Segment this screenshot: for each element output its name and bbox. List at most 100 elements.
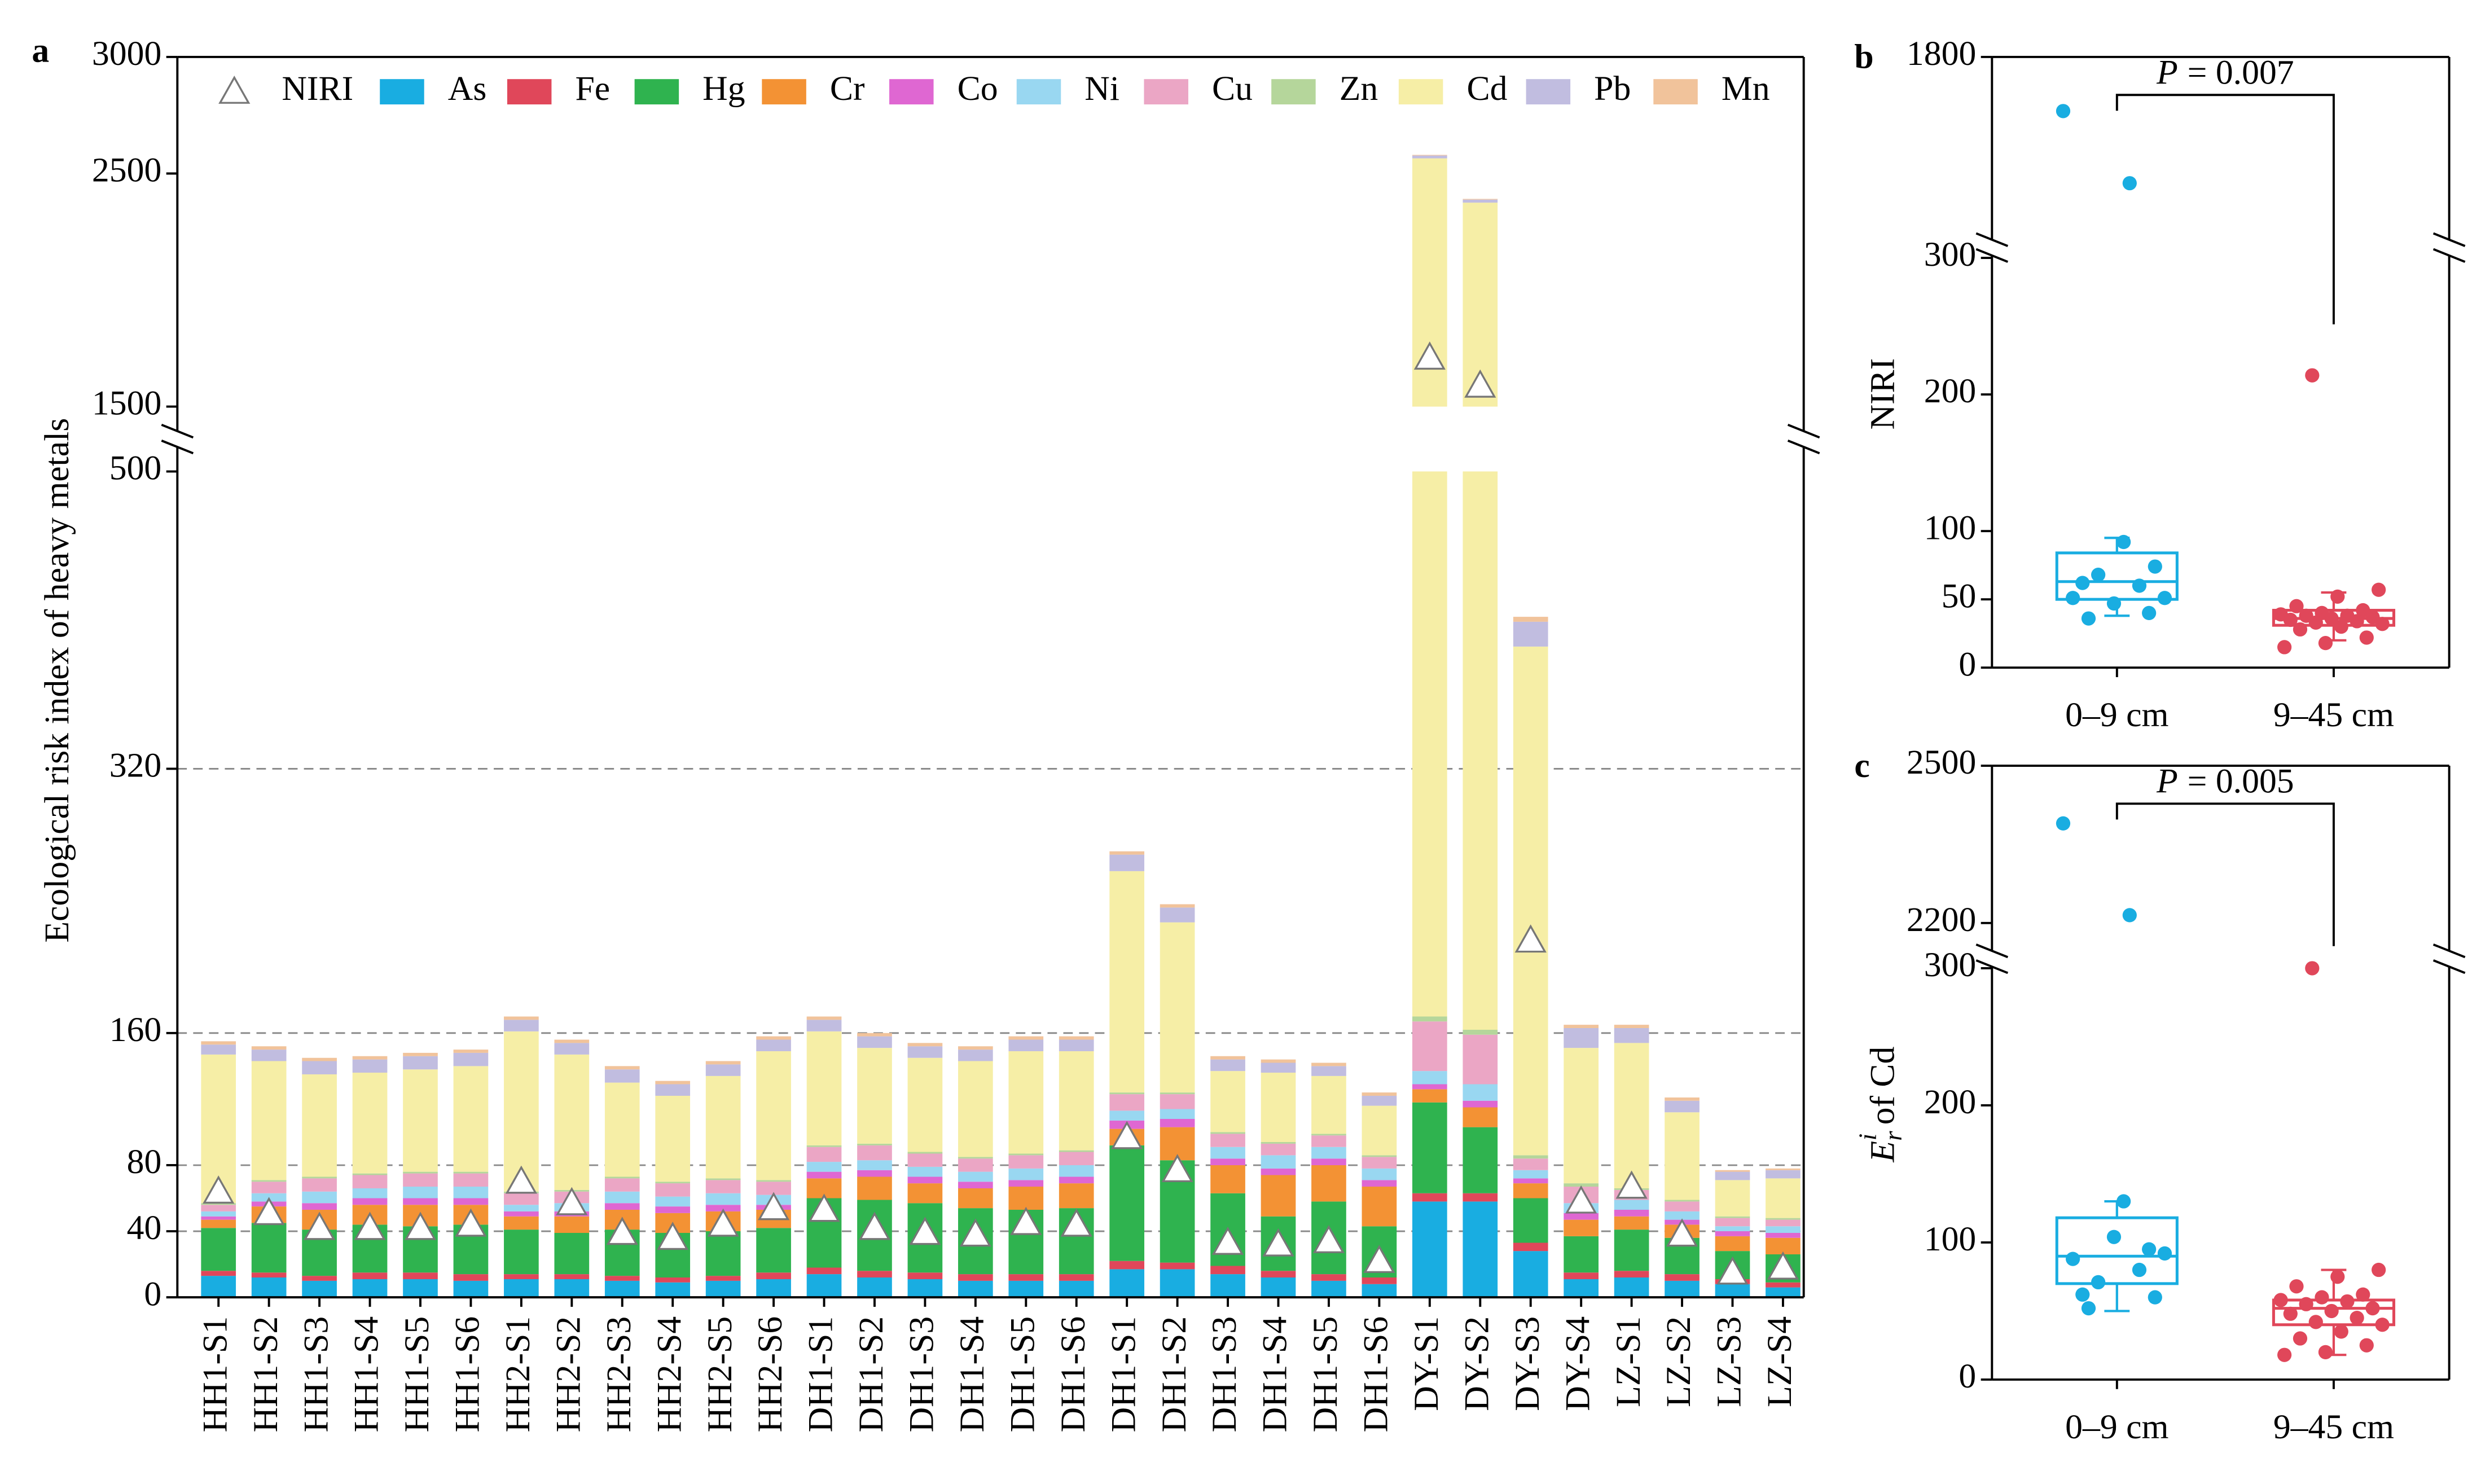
data-point <box>2273 1293 2288 1307</box>
y-tick-label: 1500 <box>92 384 161 423</box>
bar-segment <box>1059 1165 1094 1177</box>
axis-break-gap <box>1788 431 1820 447</box>
x-tick-label: DH1-S4 <box>1256 1316 1294 1433</box>
data-point <box>2075 1287 2090 1302</box>
niri-marker <box>354 1211 386 1240</box>
axis-break <box>1975 232 2009 247</box>
bar-segment <box>201 1211 236 1217</box>
bar-segment <box>1564 1213 1599 1220</box>
bar-segment <box>1665 1100 1700 1113</box>
bar-segment <box>201 1041 236 1045</box>
axis-break <box>161 424 194 439</box>
bar-segment <box>1008 1039 1044 1051</box>
bar-segment <box>453 1198 489 1205</box>
bar-segment <box>1614 1277 1649 1298</box>
bar-segment <box>1261 1155 1296 1169</box>
bar-segment <box>251 1223 287 1273</box>
x-tick-label: HH2-S5 <box>701 1316 739 1433</box>
niri-marker <box>757 1192 790 1220</box>
x-tick-label: DH1-S2 <box>852 1316 890 1433</box>
bar-segment <box>302 1280 337 1298</box>
bar-segment <box>1362 1284 1397 1298</box>
bar-segment <box>1665 1237 1700 1275</box>
niri-marker <box>404 1211 437 1240</box>
bar-segment <box>756 1051 791 1180</box>
x-tick-label: DH1-S3 <box>1205 1316 1244 1433</box>
p-text: = 0.007 <box>2188 54 2294 92</box>
bar-segment <box>705 1231 741 1276</box>
x-tick-label: DH1-S6 <box>1054 1316 1092 1433</box>
data-point <box>2122 908 2137 923</box>
legend-swatch <box>1526 79 1571 105</box>
bar-segment <box>907 1183 943 1204</box>
bar-segment <box>1210 1165 1245 1193</box>
bar-segment <box>958 1050 993 1061</box>
bar-segment <box>251 1046 287 1050</box>
x-tick-label: HH2-S6 <box>751 1316 789 1433</box>
data-point <box>2308 615 2323 630</box>
bar-segment <box>907 1272 943 1279</box>
niri-marker <box>1514 924 1547 953</box>
bar-segment <box>907 1279 943 1298</box>
x-tick-label: 9–45 cm <box>2273 1408 2394 1446</box>
bar-segment <box>1059 1274 1094 1281</box>
bar-segment <box>504 1211 539 1217</box>
bar-segment <box>1665 1112 1700 1200</box>
data-point <box>2157 591 2172 605</box>
niri-marker <box>606 1217 638 1245</box>
panel-label: b <box>1854 38 1873 76</box>
legend-label: Fe <box>575 69 610 108</box>
bar-segment <box>1463 1107 1498 1127</box>
bar-segment <box>655 1183 691 1197</box>
data-point <box>2148 559 2162 574</box>
niri-marker <box>909 1217 941 1245</box>
bar-segment <box>756 1279 791 1298</box>
y-tick-label: 500 <box>109 449 162 488</box>
bar-segment <box>251 1061 287 1180</box>
bar-segment <box>604 1280 640 1298</box>
bar-segment <box>1311 1066 1346 1076</box>
bar-segment <box>1463 1084 1498 1101</box>
bar-segment <box>1715 1218 1750 1227</box>
bar-segment <box>1614 1216 1649 1230</box>
x-tick-label: HH2-S3 <box>600 1316 638 1433</box>
x-tick-label: HH2-S1 <box>499 1316 537 1433</box>
axis-break-gap <box>1976 951 2008 967</box>
bar-segment <box>251 1277 287 1298</box>
bar-segment <box>251 1050 287 1061</box>
niri-marker <box>1363 1245 1395 1274</box>
y-tick-label: 160 <box>109 1011 162 1049</box>
bar-segment <box>1614 1230 1649 1271</box>
bar-segment <box>857 1143 892 1145</box>
legend-swatch <box>1653 79 1698 105</box>
y-tick-label: 320 <box>109 747 162 785</box>
y-tick-label: 200 <box>1924 372 1977 410</box>
bar-segment <box>1059 1176 1094 1184</box>
bar-segment <box>1614 1200 1649 1210</box>
bar-segment <box>1109 854 1145 871</box>
axis-break-gap <box>2433 951 2465 967</box>
x-tick-label: DY-S2 <box>1457 1316 1496 1411</box>
legend-swatch <box>1016 79 1061 105</box>
bar-segment <box>1210 1274 1245 1298</box>
niri-marker <box>657 1222 689 1250</box>
bar-segment <box>1614 1028 1649 1043</box>
data-point <box>2365 1301 2380 1316</box>
bar-segment <box>1513 1183 1548 1198</box>
bar-segment <box>403 1171 438 1174</box>
significance-bracket <box>2115 802 2335 946</box>
legend-swatch <box>1271 79 1316 105</box>
p-symbol: P <box>2156 54 2178 92</box>
bar-segment <box>1513 617 1548 622</box>
x-tick-label: HH1-S2 <box>247 1316 285 1433</box>
bar-segment <box>1513 1242 1548 1252</box>
axis-break <box>1787 424 1820 439</box>
bar-segment <box>1665 1201 1700 1211</box>
niri-marker <box>556 1187 588 1215</box>
bar-segment <box>453 1280 489 1298</box>
bar-segment <box>352 1279 388 1298</box>
x-tick-label: LZ-S3 <box>1710 1316 1749 1407</box>
data-point <box>2372 582 2386 597</box>
bar-segment <box>1564 1028 1599 1048</box>
bar-segment <box>1513 1155 1548 1159</box>
